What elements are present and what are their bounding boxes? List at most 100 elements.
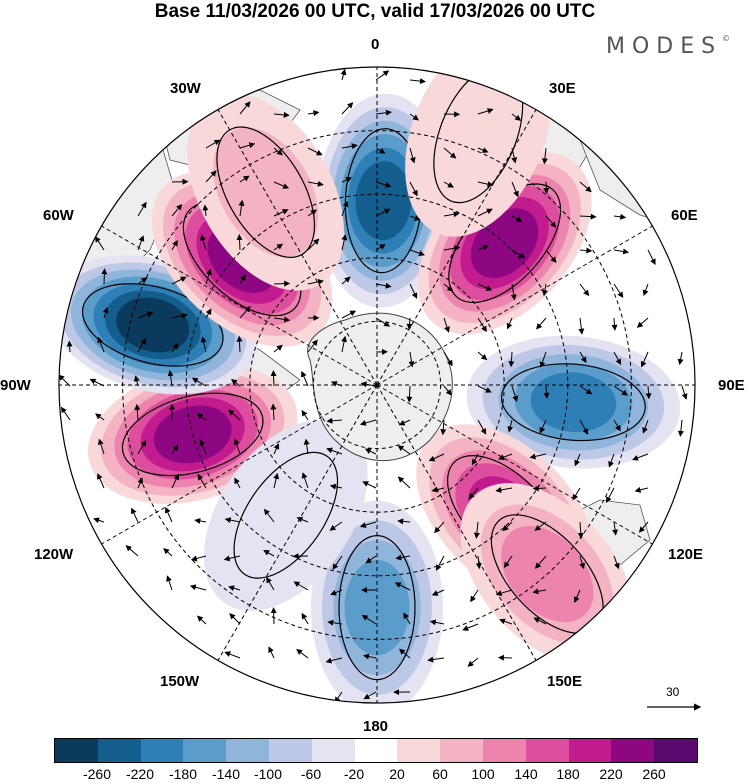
geopotential-line bbox=[121, 392, 264, 477]
wind-arrow bbox=[495, 486, 513, 493]
wind-arrow bbox=[543, 385, 550, 399]
wind-arrow bbox=[171, 276, 187, 285]
wind-arrow bbox=[406, 385, 413, 403]
wind-arrow bbox=[507, 419, 514, 433]
colorbar-swatch bbox=[311, 739, 355, 762]
geopotential-line bbox=[81, 283, 224, 367]
wind-arrow bbox=[362, 653, 377, 660]
modes-logo: MODES© bbox=[606, 34, 730, 59]
wind-arrow bbox=[502, 521, 513, 532]
wind-arrow bbox=[397, 518, 411, 525]
wind-arrow bbox=[341, 335, 348, 353]
wind-arrow bbox=[409, 113, 419, 121]
wind-arrow bbox=[167, 370, 174, 387]
wind-arrow bbox=[330, 589, 343, 596]
geopotential-line bbox=[233, 451, 339, 579]
wind-arrow bbox=[301, 409, 309, 421]
wind-arrow bbox=[239, 175, 250, 183]
wind-arrow bbox=[307, 278, 324, 285]
wind-arrow bbox=[89, 378, 105, 387]
wind-arrow bbox=[573, 589, 581, 603]
wind-arrow bbox=[329, 521, 343, 531]
wind-arrow bbox=[613, 555, 620, 570]
wind-arrow bbox=[579, 385, 593, 395]
anomaly-contour bbox=[355, 161, 412, 241]
wind-arrow bbox=[443, 211, 460, 218]
wind-arrow bbox=[200, 234, 207, 251]
wind-arrow bbox=[612, 521, 619, 536]
anomaly-contour bbox=[530, 372, 617, 433]
wind-arrow bbox=[273, 443, 280, 455]
wind-arrow bbox=[166, 575, 173, 591]
colorbar-swatch bbox=[611, 739, 655, 762]
wind-arrow bbox=[199, 439, 207, 455]
wind-arrow bbox=[375, 208, 391, 217]
wind-arrow bbox=[341, 200, 349, 217]
wind-arrow bbox=[273, 280, 291, 287]
wind-arrow bbox=[375, 109, 392, 116]
wind-arrow bbox=[477, 181, 494, 188]
wind-arrow bbox=[579, 351, 587, 364]
wind-arrow bbox=[134, 403, 141, 421]
wind-arrow bbox=[434, 521, 445, 534]
wind-arrow bbox=[273, 181, 290, 189]
wind-arrow bbox=[359, 419, 377, 426]
wind-arrow bbox=[137, 338, 146, 353]
wind-arrow bbox=[506, 317, 513, 330]
wind-arrow bbox=[477, 317, 487, 333]
wind-arrow bbox=[273, 209, 289, 217]
wind-arrow bbox=[171, 312, 188, 319]
wind-arrow bbox=[59, 374, 71, 387]
wind-arrow bbox=[273, 472, 280, 489]
wind-arrow bbox=[606, 487, 615, 504]
wind-arrow bbox=[409, 215, 421, 221]
colorbar-tick: 100 bbox=[471, 766, 495, 782]
wind-arrow bbox=[406, 317, 413, 330]
wind-arrow bbox=[266, 576, 275, 591]
wind-arrow bbox=[529, 453, 547, 460]
wind-arrow bbox=[236, 335, 243, 353]
wind-arrow bbox=[165, 506, 173, 523]
wind-arrow bbox=[613, 385, 628, 396]
wind-arrow bbox=[443, 317, 450, 333]
colorbar-swatch bbox=[654, 739, 697, 762]
wind-arrow bbox=[409, 181, 418, 197]
wind-arrow bbox=[131, 507, 139, 523]
wind-arrow bbox=[613, 419, 621, 432]
wind-arrow bbox=[427, 656, 445, 663]
wind-arrow bbox=[443, 181, 454, 188]
wind-arrow bbox=[375, 282, 392, 289]
brand-mark: © bbox=[722, 34, 731, 43]
wind-arrow bbox=[171, 473, 179, 489]
wind-arrow bbox=[137, 235, 145, 251]
wind-arrow bbox=[532, 485, 547, 492]
wind-arrow bbox=[574, 453, 581, 467]
wind-arrow bbox=[613, 283, 624, 299]
wind-arrow bbox=[543, 181, 550, 194]
colorbar-tick: -100 bbox=[253, 766, 283, 782]
wind-arrow bbox=[341, 177, 353, 183]
wind-arrow bbox=[359, 521, 377, 528]
wind-arrow bbox=[477, 208, 493, 217]
meridian-line bbox=[101, 384, 378, 545]
map-border bbox=[58, 66, 696, 704]
wind-arrow bbox=[191, 377, 207, 387]
wind-arrow bbox=[471, 453, 479, 466]
wind-arrow bbox=[375, 181, 392, 188]
wind-arrow bbox=[189, 584, 207, 591]
wind-arrow bbox=[443, 385, 452, 396]
wind-arrow bbox=[431, 589, 445, 596]
meridian-line bbox=[376, 384, 653, 545]
colorbar-swatch bbox=[55, 739, 98, 762]
meridian-line bbox=[101, 225, 378, 386]
wind-arrow bbox=[477, 419, 487, 435]
anomaly-contour bbox=[116, 297, 190, 353]
lon-label-180: 180 bbox=[363, 718, 389, 735]
wind-arrow bbox=[205, 268, 212, 285]
wind-arrow bbox=[301, 472, 309, 489]
wind-arrow bbox=[332, 555, 343, 570]
lon-label-30w: 30W bbox=[170, 80, 201, 97]
wind-arrow bbox=[239, 101, 251, 115]
wind-arrow bbox=[632, 453, 649, 461]
